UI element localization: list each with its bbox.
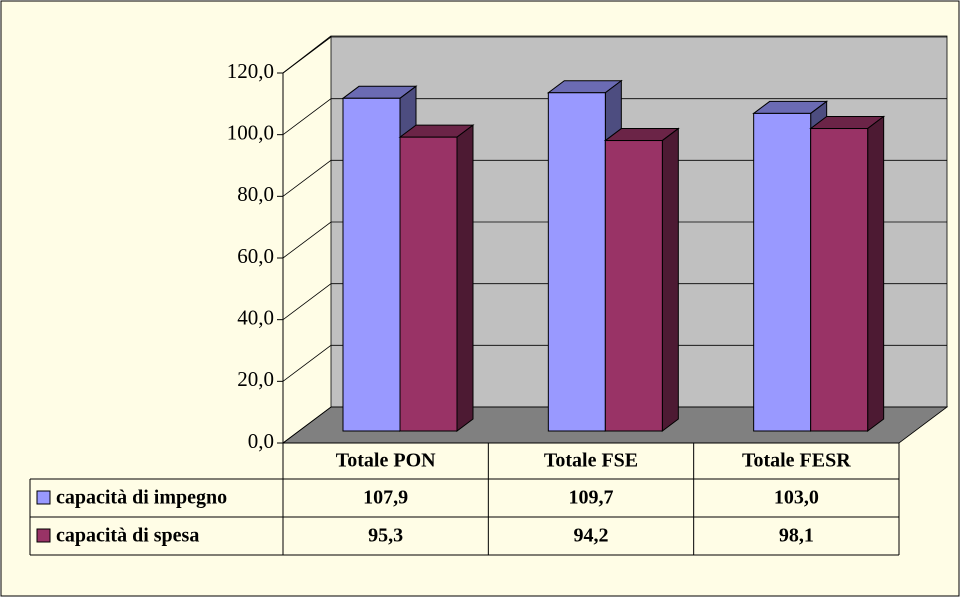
category-label: Totale PON (336, 450, 436, 472)
value-label: 98,1 (779, 525, 814, 547)
bar (604, 140, 663, 432)
legend-label: capacità di impegno (56, 487, 227, 509)
grid-line (282, 344, 947, 382)
grid-line (282, 406, 947, 444)
y-tick-label: 0,0 (248, 429, 274, 453)
y-tick-label: 80,0 (237, 182, 274, 206)
category-label: Totale FESR (742, 450, 851, 472)
data-table: Totale PON Totale FSE Totale FESR capacità … (29, 442, 900, 556)
legend-swatch (36, 490, 51, 505)
y-tick-label: 20,0 (237, 367, 274, 391)
bar-side (456, 124, 474, 432)
y-tick-label: 40,0 (237, 305, 274, 329)
bar-side (867, 115, 885, 432)
y-tick-label: 120,0 (227, 59, 274, 83)
wall-edge (282, 35, 332, 74)
bar-side (661, 127, 679, 432)
value-label: 95,3 (368, 525, 403, 547)
bar (547, 92, 606, 432)
bar-group (603, 127, 680, 432)
value-label: 103,0 (774, 487, 819, 509)
y-tick-label: 100,0 (227, 120, 274, 144)
bar (753, 112, 812, 432)
legend-swatch (36, 528, 51, 543)
bar (810, 128, 869, 432)
grid-line (282, 98, 947, 135)
grid-line (282, 221, 947, 259)
bars (341, 79, 886, 432)
grid: 0,0 20,0 40,0 60,0 80,0 100,0 120,0 (227, 36, 947, 453)
bar (399, 136, 458, 432)
value-label: 107,9 (363, 487, 408, 509)
bar (342, 97, 401, 432)
bar-group (398, 124, 475, 432)
grid-line (282, 283, 947, 320)
legend-label: capacità di spesa (56, 525, 199, 547)
y-tick-label: 60,0 (237, 244, 274, 268)
bar-group (809, 115, 886, 432)
value-label: 94,2 (574, 525, 609, 547)
category-label: Totale FSE (544, 450, 638, 472)
grid-line (282, 159, 947, 197)
value-label: 109,7 (569, 487, 614, 509)
